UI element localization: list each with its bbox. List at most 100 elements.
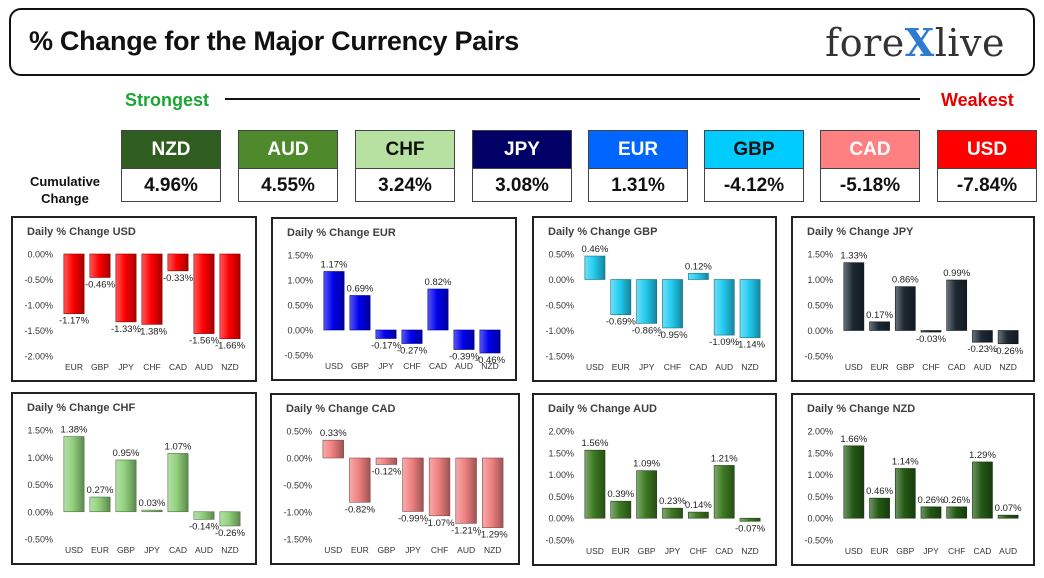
bar-chart: Daily % Change AUD 2.00% 1.50% 1.00% 0.50% 0.…: [545, 403, 765, 556]
y-tick-label: -2.00%: [24, 352, 53, 362]
x-tick-label: AUD: [195, 545, 213, 555]
bar-nzd: [479, 329, 501, 354]
logo-text-left: fore: [825, 21, 905, 65]
chart-panel-1: Daily % Change USD 0.00% -0.50% -1.00% -1.50…: [11, 216, 257, 382]
forexlive-logo[interactable]: foreXlive: [825, 20, 1005, 65]
bar-chf: [662, 279, 683, 329]
chart-title: Daily % Change NZD: [807, 403, 915, 415]
bar-chf: [687, 511, 709, 519]
cumulative-label-line2: Change: [41, 191, 89, 206]
data-label: -1.21%: [451, 525, 482, 536]
y-tick-label: 1.50%: [27, 426, 53, 436]
x-tick-label: NZD: [221, 545, 238, 555]
currency-code: GBP: [705, 131, 803, 169]
cumulative-change-value: 4.96%: [144, 175, 198, 196]
x-tick-label: USD: [845, 362, 863, 372]
x-tick-label: USD: [65, 545, 83, 555]
data-label: 1.29%: [969, 450, 996, 461]
bar-gbp: [375, 457, 398, 465]
data-label: -0.99%: [398, 513, 429, 524]
data-label: -1.56%: [189, 336, 220, 347]
data-label: -1.33%: [111, 324, 142, 335]
data-label: -0.03%: [916, 334, 947, 345]
y-tick-label: 2.00%: [548, 427, 574, 437]
bar-chart: Daily % Change EUR 1.50% 1.00% 0.50% 0.00% -0…: [284, 227, 505, 371]
chart-title: Daily % Change GBP: [548, 226, 657, 238]
currency-box-chf: CHF 3.24%: [355, 130, 455, 202]
x-tick-label: EUR: [871, 546, 889, 556]
data-label: -0.26%: [993, 346, 1024, 357]
y-tick-label: -1.50%: [545, 352, 574, 362]
y-tick-label: 2.00%: [807, 427, 833, 437]
x-tick-label: CAD: [429, 361, 447, 371]
y-tick-label: -1.00%: [24, 301, 53, 311]
data-label: 1.33%: [840, 251, 867, 262]
data-label: -0.26%: [215, 528, 246, 539]
y-tick-label: -0.50%: [545, 536, 574, 546]
data-label: 0.86%: [892, 275, 919, 286]
bar-jpy: [920, 506, 942, 519]
x-tick-label: JPY: [639, 362, 655, 372]
cumulative-change-value: -5.18%: [839, 175, 901, 196]
data-label: 0.99%: [943, 268, 970, 279]
bar-cad: [167, 453, 189, 513]
bar-aud: [193, 511, 215, 520]
x-tick-label: GBP: [896, 362, 914, 372]
bar-eur: [63, 253, 85, 314]
data-label: 0.33%: [320, 428, 347, 439]
y-tick-label: 1.50%: [287, 251, 313, 261]
x-tick-label: GBP: [377, 545, 395, 555]
data-label: -1.14%: [735, 340, 766, 351]
ranking-arrow-line: [225, 98, 920, 100]
logo-text-right: live: [934, 21, 1005, 65]
data-label: -1.07%: [425, 518, 456, 529]
bar-gbp: [115, 459, 137, 513]
x-tick-label: AUD: [457, 545, 475, 555]
currency-code: CAD: [821, 131, 919, 169]
data-label: 1.09%: [633, 459, 660, 470]
y-tick-label: 0.00%: [548, 514, 574, 524]
bar-chf: [141, 253, 163, 325]
currency-box-cad: CAD -5.18%: [820, 130, 920, 202]
y-tick-label: 0.50%: [548, 250, 574, 260]
bar-nzd: [739, 517, 761, 522]
bar-chart: Daily % Change GBP 0.50% 0.00% -0.50% -1.00%…: [545, 226, 766, 372]
currency-code: EUR: [589, 131, 687, 169]
data-label: 1.38%: [61, 425, 88, 436]
currency-code: CHF: [356, 131, 454, 169]
chart-title: Daily % Change EUR: [287, 227, 396, 239]
x-tick-label: NZD: [484, 545, 501, 555]
data-label: 1.66%: [840, 434, 867, 445]
bar-usd: [843, 445, 865, 519]
currency-code: AUD: [239, 131, 337, 169]
currency-code: USD: [938, 131, 1036, 169]
bar-chf: [401, 329, 423, 344]
x-tick-label: JPY: [405, 545, 421, 555]
cumulative-change-value: 1.31%: [611, 175, 665, 196]
data-label: -0.27%: [397, 346, 428, 357]
bar-jpy: [115, 253, 137, 323]
y-tick-label: -0.50%: [284, 351, 313, 361]
bar-chart: Daily % Change NZD 2.00% 1.50% 1.00% 0.50% 0.…: [804, 403, 1022, 556]
x-tick-label: AUD: [973, 362, 991, 372]
x-tick-label: NZD: [999, 362, 1016, 372]
bar-aud: [997, 514, 1019, 519]
data-label: 0.26%: [918, 495, 945, 506]
y-tick-label: -1.00%: [545, 326, 574, 336]
chart-panel-5: Daily % Change CHF 1.50% 1.00% 0.50% 0.00% -0…: [11, 392, 257, 565]
x-tick-label: AUD: [715, 362, 733, 372]
data-label: -1.09%: [709, 337, 740, 348]
bar-chart: Daily % Change CAD 0.50% 0.00% -0.50% -1.00%…: [283, 403, 508, 555]
y-tick-label: -0.50%: [283, 481, 312, 491]
bar-eur: [349, 457, 371, 503]
x-tick-label: EUR: [612, 546, 630, 556]
bar-nzd: [219, 511, 241, 527]
data-label: 1.17%: [321, 260, 348, 271]
data-label: 0.17%: [866, 310, 893, 321]
bar-usd: [843, 262, 865, 331]
currency-box-nzd: NZD 4.96%: [121, 130, 221, 202]
bar-jpy: [636, 279, 658, 324]
x-tick-label: USD: [586, 546, 604, 556]
x-tick-label: CAD: [715, 546, 733, 556]
y-tick-label: 0.00%: [807, 514, 833, 524]
